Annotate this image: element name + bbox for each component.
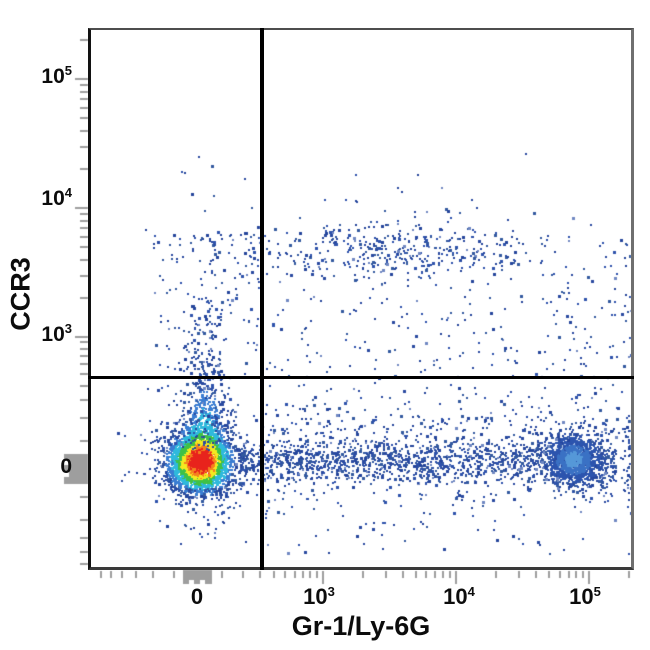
x-tick-label: 104: [443, 584, 475, 609]
y-tick-label: 0: [60, 455, 72, 478]
y-tick-label: 104: [41, 185, 72, 210]
quadrant-gate-horizontal-line: [88, 376, 634, 379]
x-tick-label: 105: [569, 584, 601, 609]
y-axis-title: CCR3: [5, 257, 36, 331]
x-axis-title: Gr-1/Ly-6G: [291, 611, 431, 641]
y-tick-label: 105: [41, 63, 72, 88]
y-tick-label: 103: [41, 321, 72, 346]
x-tick-label: 103: [303, 584, 335, 609]
quadrant-gate-vertical-line: [260, 28, 264, 570]
x-tick-label: 0: [190, 584, 204, 609]
plot-frame: [88, 28, 634, 570]
